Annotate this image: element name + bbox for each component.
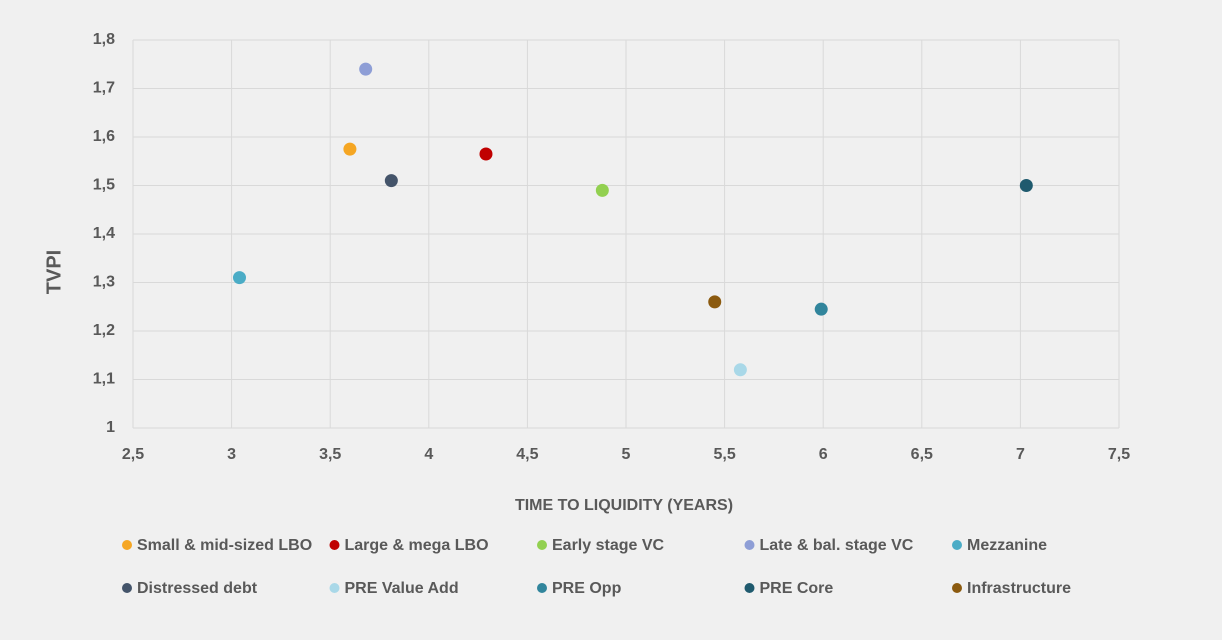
point xyxy=(479,147,493,161)
y-tick-label: 1,5 xyxy=(93,177,115,194)
legend-marker xyxy=(952,583,962,593)
y-tick-label: 1,4 xyxy=(93,225,115,242)
legend-label: Large & mega LBO xyxy=(345,537,489,554)
y-axis-title: TVPI xyxy=(43,250,65,294)
point xyxy=(1019,179,1033,192)
x-tick-label: 7 xyxy=(1016,446,1025,463)
legend-label: Late & bal. stage VC xyxy=(760,537,914,554)
x-tick-label: 4 xyxy=(424,446,433,463)
legend-label: Mezzanine xyxy=(967,537,1047,554)
legend-label: Distressed debt xyxy=(137,580,258,597)
legend-marker xyxy=(329,540,340,550)
legend-marker xyxy=(537,540,547,550)
x-tick-label: 6,5 xyxy=(911,446,933,463)
y-tick-label: 1 xyxy=(106,419,115,436)
x-tick-label: 7,5 xyxy=(1108,446,1130,463)
x-axis-title: TIME TO LIQUIDITY (YEARS) xyxy=(515,497,733,514)
legend-marker xyxy=(537,583,547,593)
y-tick-label: 1,7 xyxy=(93,80,115,97)
y-tick-label: 1,3 xyxy=(93,274,115,291)
legend-label: PRE Opp xyxy=(552,580,622,597)
x-tick-label: 5,5 xyxy=(713,446,735,463)
legend-marker xyxy=(122,583,132,593)
point xyxy=(595,183,609,197)
y-tick-label: 1,1 xyxy=(93,371,115,388)
x-tick-label: 2,5 xyxy=(122,446,144,463)
legend-label: Early stage VC xyxy=(552,537,665,554)
y-tick-label: 1,2 xyxy=(93,322,115,339)
legend-marker xyxy=(329,583,340,593)
x-tick-label: 6 xyxy=(819,446,828,463)
point xyxy=(384,174,398,188)
legend-label: Small & mid-sized LBO xyxy=(137,537,312,554)
point xyxy=(343,142,357,156)
legend-label: Infrastructure xyxy=(967,580,1071,597)
point xyxy=(814,302,828,316)
x-tick-label: 3,5 xyxy=(319,446,341,463)
y-tick-label: 1,8 xyxy=(93,31,115,48)
x-tick-label: 4,5 xyxy=(516,446,538,463)
point xyxy=(708,295,722,309)
y-tick-label: 1,6 xyxy=(93,128,115,145)
legend-marker xyxy=(744,540,755,550)
x-tick-label: 3 xyxy=(227,446,236,463)
point xyxy=(733,363,747,377)
legend-label: PRE Core xyxy=(760,580,834,597)
legend-marker xyxy=(122,540,132,550)
point xyxy=(359,62,373,76)
legend-marker xyxy=(744,583,755,593)
point xyxy=(232,271,246,285)
legend-label: PRE Value Add xyxy=(345,580,459,597)
x-tick-label: 5 xyxy=(622,446,631,463)
legend-marker xyxy=(952,540,962,550)
